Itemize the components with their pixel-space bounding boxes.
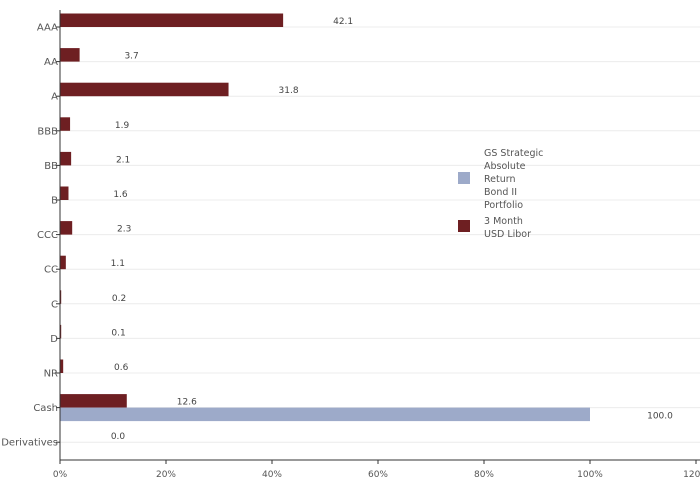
data-label-portfolio: 100.0: [647, 412, 673, 422]
legend-label-libor: 3 Month: [484, 216, 523, 227]
y-tick-label: AAA: [37, 23, 58, 34]
data-label-libor: 42.1: [333, 17, 353, 27]
bar-portfolio: [60, 407, 590, 422]
bar-libor: [60, 394, 127, 408]
data-label-libor: 0.0: [111, 432, 126, 442]
x-tick-label: 40%: [262, 470, 282, 480]
y-tick-label: CC: [44, 265, 58, 276]
y-tick-label: Cash: [33, 403, 58, 414]
data-label-libor: 0.2: [112, 294, 126, 304]
legend-swatch-libor: [458, 220, 470, 232]
y-tick-label: B: [51, 196, 58, 207]
x-tick-label: 0%: [53, 470, 68, 480]
bar-libor: [60, 255, 66, 270]
legend-label-portfolio: Absolute: [484, 161, 526, 172]
bar-libor: [60, 117, 71, 131]
x-tick-label: 120%: [683, 470, 700, 480]
bar-libor: [60, 290, 62, 304]
data-label-libor: 1.9: [115, 121, 130, 131]
data-label-libor: 3.7: [124, 52, 138, 62]
y-tick-label: C: [51, 299, 58, 310]
y-tick-label: A: [51, 92, 58, 103]
legend-label-portfolio: Bond II: [484, 187, 517, 198]
bar-libor: [60, 359, 64, 373]
legend-label-libor: USD Libor: [484, 229, 531, 240]
x-tick-label: 20%: [156, 470, 176, 480]
data-label-libor: 0.1: [111, 328, 125, 338]
x-tick-label: 60%: [368, 470, 388, 480]
bar-libor: [60, 221, 73, 235]
legend-swatch-portfolio: [458, 172, 470, 184]
legend-label-portfolio: Portfolio: [484, 200, 523, 211]
bar-libor: [60, 82, 229, 97]
y-tick-label: NR: [44, 369, 58, 380]
y-tick-label: BB: [44, 161, 58, 172]
data-label-libor: 2.1: [116, 155, 130, 165]
data-label-libor: 31.8: [279, 86, 299, 96]
bar-libor: [60, 48, 80, 62]
data-label-libor: 1.6: [113, 190, 128, 200]
y-tick-label: Derivatives: [1, 438, 58, 449]
bar-libor: [60, 186, 69, 200]
y-tick-label: CCC: [37, 230, 58, 241]
y-tick-label: D: [50, 334, 58, 345]
bar-libor: [60, 151, 72, 166]
data-label-libor: 2.3: [117, 225, 131, 235]
legend-label-portfolio: Return: [484, 174, 516, 185]
y-tick-label: BBB: [37, 126, 58, 137]
y-tick-label: AA: [44, 57, 58, 68]
data-label-libor: 12.6: [177, 398, 197, 408]
data-label-libor: 1.1: [111, 259, 125, 269]
x-tick-label: 80%: [474, 470, 494, 480]
data-label-libor: 0.6: [114, 363, 129, 373]
bar-libor: [60, 324, 62, 339]
x-tick-label: 100%: [577, 470, 603, 480]
legend-label-portfolio: GS Strategic: [484, 148, 543, 159]
bar-libor: [60, 13, 284, 27]
